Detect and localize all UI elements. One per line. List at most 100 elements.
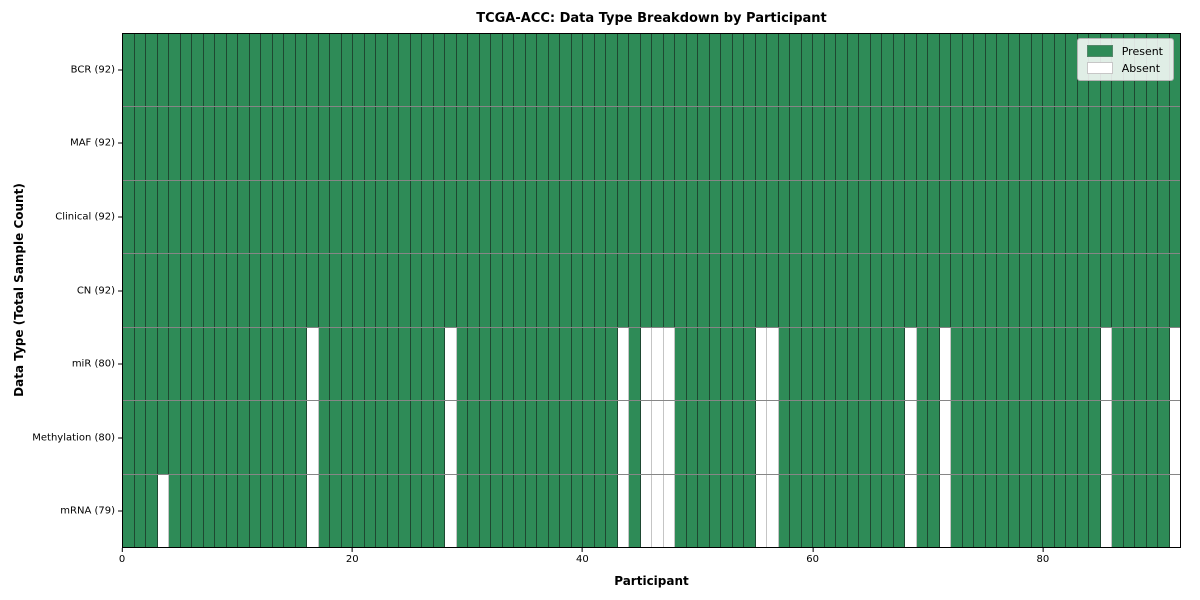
heatmap-cell: [1066, 401, 1078, 474]
heatmap-cell: [859, 107, 871, 180]
heatmap-cell: [215, 107, 227, 180]
heatmap-cell: [514, 107, 526, 180]
heatmap-cell: [203, 254, 215, 327]
heatmap-cell: [1169, 180, 1180, 254]
heatmap-cell: [1031, 180, 1043, 254]
heatmap-cell: [330, 107, 342, 180]
heatmap-row-clinical: [123, 180, 1180, 255]
heatmap-cell: [663, 254, 675, 327]
heatmap-cell: [399, 180, 411, 254]
heatmap-cell: [962, 474, 974, 547]
heatmap-cell: [249, 254, 261, 327]
heatmap-cell: [479, 327, 491, 401]
heatmap-grid: [123, 34, 1180, 547]
heatmap-cell: [134, 474, 146, 547]
heatmap-cell: [1169, 34, 1180, 107]
heatmap-cell: [146, 474, 158, 547]
heatmap-cell: [594, 107, 606, 180]
heatmap-cell: [249, 474, 261, 547]
y-tick-label: MAF (92): [70, 137, 115, 149]
heatmap-cell: [985, 401, 997, 474]
heatmap-cell: [571, 107, 583, 180]
heatmap-cell: [916, 327, 928, 401]
x-tick-label: 20: [345, 554, 359, 565]
heatmap-cell: [157, 401, 169, 474]
heatmap-cell: [399, 107, 411, 180]
heatmap-cell: [284, 401, 296, 474]
heatmap-cell: [583, 327, 595, 401]
heatmap-cell: [778, 401, 790, 474]
heatmap-cell: [1146, 107, 1158, 180]
heatmap-cell: [1158, 327, 1170, 401]
heatmap-cell: [330, 474, 342, 547]
heatmap-cell: [376, 327, 388, 401]
heatmap-cell: [801, 254, 813, 327]
heatmap-cell: [1123, 254, 1135, 327]
heatmap-cell: [238, 401, 250, 474]
heatmap-cell: [916, 34, 928, 107]
y-tick-label: mRNA (79): [60, 505, 115, 517]
heatmap-cell: [721, 107, 733, 180]
heatmap-cell: [583, 180, 595, 254]
heatmap-cell: [502, 401, 514, 474]
heatmap-cell: [491, 327, 503, 401]
heatmap-cell: [893, 254, 905, 327]
heatmap-cell: [341, 180, 353, 254]
heatmap-cell: [353, 474, 365, 547]
heatmap-cell: [560, 327, 572, 401]
heatmap-cell: [629, 180, 641, 254]
y-axis-label: Data Type (Total Sample Count): [12, 183, 26, 397]
heatmap-cell: [824, 254, 836, 327]
heatmap-cell: [410, 327, 422, 401]
heatmap-cell: [767, 254, 779, 327]
heatmap-cell: [307, 401, 319, 474]
heatmap-cell: [180, 180, 192, 254]
heatmap-cell: [1008, 401, 1020, 474]
heatmap-cell: [663, 327, 675, 401]
heatmap-cell: [1066, 254, 1078, 327]
heatmap-cell: [364, 254, 376, 327]
heatmap-cell: [364, 180, 376, 254]
heatmap-cell: [675, 180, 687, 254]
y-tick-mark: [118, 142, 122, 144]
heatmap-cell: [571, 180, 583, 254]
heatmap-cell: [709, 107, 721, 180]
heatmap-cell: [525, 474, 537, 547]
heatmap-cell: [134, 401, 146, 474]
heatmap-cell: [456, 327, 468, 401]
heatmap-cell: [836, 327, 848, 401]
heatmap-cell: [698, 327, 710, 401]
heatmap-cell: [583, 34, 595, 107]
heatmap-cell: [1158, 180, 1170, 254]
heatmap-cell: [790, 254, 802, 327]
heatmap-cell: [180, 34, 192, 107]
heatmap-cell: [157, 180, 169, 254]
x-tick-label: 80: [1036, 554, 1050, 565]
heatmap-cell: [939, 327, 951, 401]
heatmap-cell: [1169, 474, 1180, 547]
heatmap-cell: [134, 327, 146, 401]
heatmap-cell: [606, 180, 618, 254]
x-tick-mark: [121, 548, 123, 552]
y-tick-mark: [118, 290, 122, 291]
heatmap-cell: [1146, 474, 1158, 547]
x-tick-mark: [812, 548, 814, 552]
heatmap-cell: [790, 327, 802, 401]
heatmap-cell: [226, 474, 238, 547]
heatmap-cell: [985, 327, 997, 401]
heatmap-cell: [1112, 107, 1124, 180]
heatmap-cell: [652, 34, 664, 107]
heatmap-cell: [376, 107, 388, 180]
heatmap-cell: [893, 401, 905, 474]
heatmap-cell: [732, 34, 744, 107]
heatmap-cell: [1100, 401, 1112, 474]
heatmap-cell: [686, 327, 698, 401]
heatmap-cell: [652, 474, 664, 547]
heatmap-cell: [169, 327, 181, 401]
heatmap-row-maf: [123, 107, 1180, 181]
x-tick-mark: [1042, 548, 1044, 552]
heatmap-cell: [1123, 474, 1135, 547]
heatmap-cell: [479, 34, 491, 107]
heatmap-cell: [686, 107, 698, 180]
heatmap-cell: [238, 107, 250, 180]
